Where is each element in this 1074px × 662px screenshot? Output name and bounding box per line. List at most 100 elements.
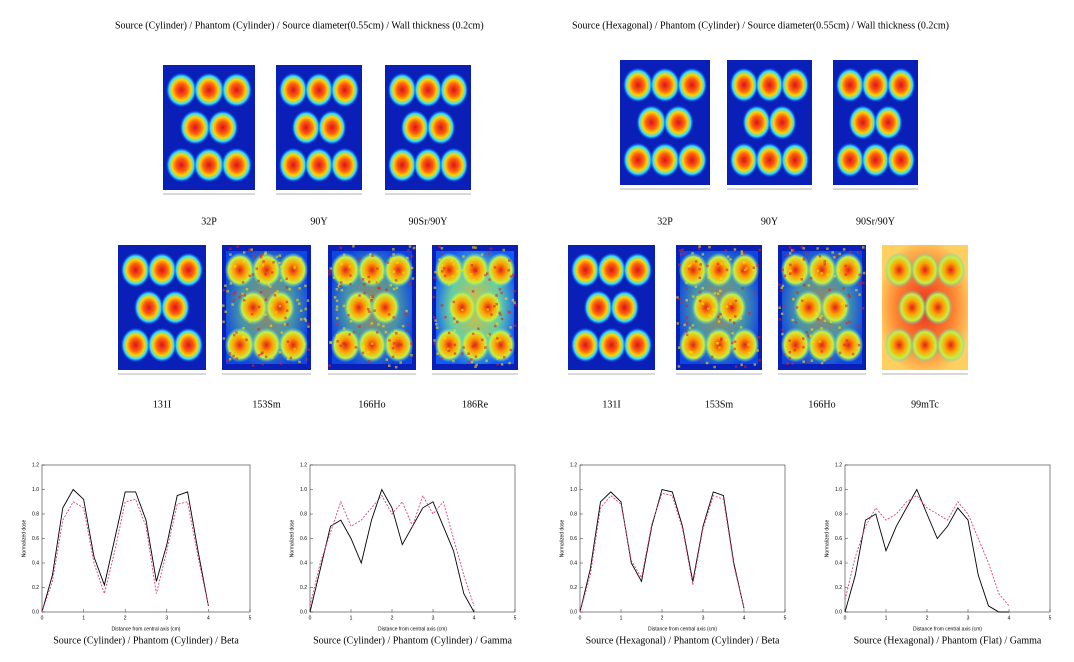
map-noise (337, 285, 341, 288)
map-noise (304, 284, 307, 288)
map-noise (241, 281, 245, 284)
map-noise (229, 253, 232, 256)
map-spot (173, 252, 204, 288)
map-noise (264, 251, 267, 254)
map-noise (432, 316, 436, 319)
map-noise (701, 253, 705, 256)
dose-map (432, 245, 518, 375)
map-noise (734, 365, 738, 368)
map-noise (435, 322, 438, 326)
map-spot (636, 105, 667, 140)
map-noise (486, 334, 490, 337)
map-spot (936, 252, 966, 288)
dose-map (222, 245, 311, 375)
map-noise (861, 281, 865, 285)
dose-map (568, 245, 655, 375)
map-spot (807, 252, 837, 288)
dose-map (676, 245, 762, 375)
map-noise (789, 263, 792, 267)
map-spot (486, 252, 516, 288)
map-noise (285, 286, 289, 289)
map-noise (701, 286, 704, 290)
x-tick-label: 5 (514, 615, 517, 621)
map-noise (349, 320, 353, 323)
map-noise (261, 264, 265, 267)
map-spot (861, 142, 890, 178)
map-spot (383, 252, 414, 288)
map-noise (279, 362, 283, 365)
map-noise (354, 346, 358, 349)
map-noise (485, 272, 489, 275)
map-spot (330, 327, 361, 363)
map-noise (500, 317, 504, 321)
map-noise (259, 255, 263, 259)
y-tick-label: 0.8 (32, 511, 39, 517)
map-label: 186Re (462, 399, 489, 410)
map-noise (807, 360, 811, 364)
map-noise (279, 279, 283, 282)
map-noise (376, 267, 379, 270)
map-noise (407, 249, 410, 252)
map-noise (496, 339, 499, 343)
map-spot (278, 327, 309, 363)
map-noise (446, 347, 450, 351)
map-noise (801, 299, 804, 302)
map-noise (328, 364, 331, 367)
y-tick-label: 0.6 (835, 536, 842, 542)
map-spot (596, 327, 627, 363)
map-noise (251, 273, 255, 276)
map-noise (678, 297, 681, 301)
map-noise (264, 355, 268, 359)
map-noise (361, 351, 365, 355)
map-noise (507, 269, 510, 272)
map-spot (884, 252, 914, 288)
map-noise (733, 340, 737, 343)
map-spot (649, 67, 681, 103)
map-noise (752, 268, 755, 272)
map-noise (394, 279, 398, 282)
map-noise (385, 358, 389, 361)
map-noise (508, 259, 511, 262)
map-noise (245, 338, 248, 342)
map-noise (296, 298, 299, 302)
map-spot (330, 72, 360, 108)
map-noise (856, 324, 860, 328)
dose-map (118, 245, 206, 375)
map-noise (795, 331, 799, 334)
map-noise (778, 283, 781, 286)
map-noise (514, 303, 517, 306)
map-noise (367, 350, 370, 354)
map-spot (678, 327, 708, 363)
map-spot (220, 147, 253, 183)
map-noise (285, 300, 289, 304)
map-noise (373, 309, 376, 312)
map-spot (884, 327, 914, 363)
map-spot (609, 290, 640, 325)
y-tick-label: 0.2 (300, 585, 307, 591)
map-noise (352, 245, 355, 248)
map-noise (241, 292, 244, 296)
map-noise (500, 291, 503, 295)
map-noise (783, 274, 787, 278)
map-noise (845, 339, 849, 342)
map-spot (936, 327, 966, 363)
map-noise (511, 273, 515, 277)
map-spot (439, 72, 469, 108)
map-noise (716, 280, 720, 284)
map-noise (724, 263, 727, 266)
map-noise (848, 295, 851, 298)
map-noise (342, 278, 345, 282)
line-series (844, 495, 1010, 607)
map-noise (471, 290, 475, 293)
map-noise (283, 322, 287, 326)
x-tick-label: 2 (926, 615, 929, 621)
map-noise (386, 317, 389, 321)
map-noise (406, 256, 409, 260)
map-noise (443, 336, 447, 340)
map-noise (816, 247, 819, 250)
map-spot (238, 290, 269, 325)
y-tick-label: 0.4 (835, 560, 842, 566)
map-noise (224, 284, 227, 287)
map-noise (389, 257, 393, 261)
map-noise (818, 340, 822, 343)
